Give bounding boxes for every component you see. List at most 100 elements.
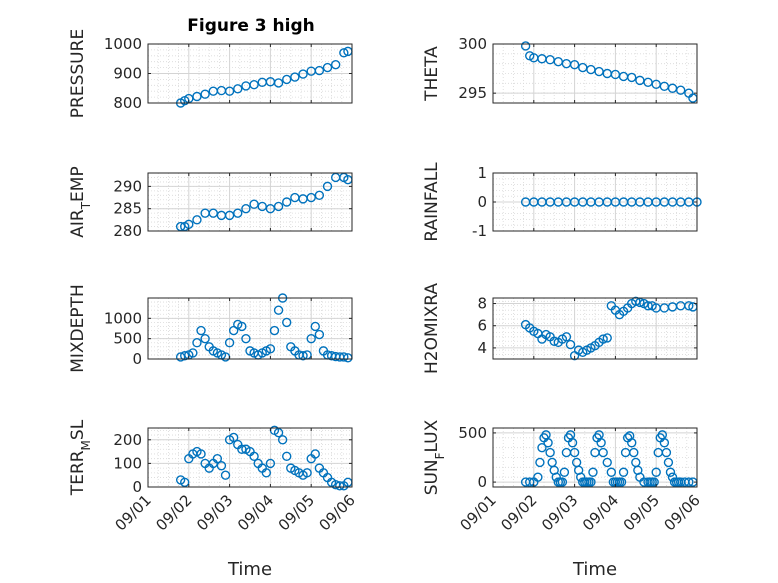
y-tick-label: 900	[113, 65, 142, 83]
data-point	[602, 457, 612, 468]
data-point	[282, 197, 292, 207]
data-point	[180, 477, 190, 487]
y-axis-label: AIRTEMP	[68, 166, 93, 237]
data-point	[565, 339, 576, 350]
data-point	[277, 435, 288, 445]
data-point	[310, 449, 320, 459]
axes-box	[147, 172, 353, 232]
x-axis-label: Time	[227, 559, 272, 580]
y-axis-label: H2OMIXRA	[422, 283, 442, 374]
data-point	[310, 321, 320, 332]
x-tick-label: 09/03	[193, 491, 236, 534]
data-point	[335, 481, 345, 491]
data-point	[684, 477, 694, 487]
y-axis-label: RAINFALL	[422, 162, 442, 242]
data-point	[265, 458, 276, 469]
data-point	[330, 59, 341, 70]
data-point	[237, 444, 247, 454]
x-tick-label: 09/01	[457, 491, 500, 534]
y-tick-label: 200	[113, 431, 142, 449]
data-point	[596, 438, 606, 448]
data-point	[228, 432, 239, 443]
data-point	[192, 338, 202, 348]
y-tick-label: 295	[458, 84, 487, 102]
data-point	[180, 351, 190, 361]
subplot-3: 280 285 290 AIRTEMP	[68, 166, 353, 240]
data-point	[561, 332, 572, 342]
y-tick-label: 280	[113, 222, 142, 240]
data-point	[282, 451, 292, 462]
y-axis-label: PRESSURE	[68, 29, 88, 118]
x-tick-label: 09/06	[316, 491, 359, 534]
data-point	[273, 305, 284, 315]
x-tick-label: 09/03	[538, 491, 581, 534]
data-point	[549, 336, 559, 346]
data-point	[233, 84, 243, 94]
y-tick-label: 1000	[104, 35, 142, 53]
y-tick-label: 0	[132, 478, 142, 496]
subplot-5: 0 500 1000 MIXDEPTH	[68, 284, 353, 373]
y-tick-label: 0	[477, 193, 487, 211]
axes-box	[492, 43, 698, 104]
y-tick-label: 1	[477, 164, 487, 182]
data-point	[188, 348, 198, 358]
data-point	[665, 467, 676, 477]
data-point	[629, 447, 639, 458]
x-tick-label: 09/02	[497, 491, 540, 534]
data-point	[265, 344, 276, 354]
data-point	[543, 438, 553, 448]
x-tick-label: 09/05	[620, 491, 663, 534]
data-point	[627, 72, 637, 83]
data-point	[525, 477, 535, 487]
y-tick-label: 0	[132, 350, 142, 368]
y-tick-label: 500	[113, 330, 142, 348]
y-tick-label: 6	[477, 317, 487, 335]
data-point	[290, 72, 300, 82]
data-point	[631, 296, 641, 307]
data-point	[273, 78, 284, 88]
y-tick-label: 285	[113, 200, 142, 218]
data-point	[598, 447, 608, 458]
data-point	[314, 190, 325, 201]
subplot-2: 295 300 THETA	[422, 35, 698, 104]
data-point	[269, 325, 280, 336]
data-point	[545, 447, 555, 458]
y-tick-label: 100	[113, 454, 142, 472]
data-point	[684, 301, 694, 311]
data-point	[339, 48, 349, 58]
data-point	[241, 203, 251, 214]
data-point	[273, 201, 284, 212]
data-point	[196, 449, 206, 459]
subplot-4: -1 0 1 RAINFALL	[422, 162, 702, 242]
data-point	[298, 351, 308, 361]
data-point	[643, 301, 653, 311]
x-tick-label: 09/01	[112, 491, 155, 534]
data-point	[273, 428, 284, 438]
data-point	[618, 467, 629, 477]
y-tick-label: 290	[113, 177, 142, 195]
x-axis-label: Time	[572, 559, 617, 580]
data-point	[602, 333, 612, 343]
data-point	[261, 468, 272, 478]
y-axis-label: MIXDEPTH	[68, 284, 88, 373]
data-point	[663, 457, 674, 468]
data-point	[249, 451, 259, 462]
subplot-6: 4 6 8 H2OMIXRA	[422, 283, 698, 374]
data-point	[200, 333, 210, 344]
y-tick-label: 8	[477, 295, 487, 313]
axes-box	[492, 297, 698, 360]
data-point	[322, 181, 333, 192]
data-point	[192, 215, 202, 225]
data-point	[302, 468, 312, 478]
data-point	[537, 442, 547, 453]
data-point	[265, 203, 276, 214]
data-point	[306, 333, 316, 344]
data-point	[559, 467, 570, 477]
x-tick-label: 09/06	[661, 491, 704, 534]
y-tick-label: 300	[458, 35, 487, 53]
data-point	[237, 321, 247, 332]
y-axis-label: TERRMSL	[68, 419, 93, 496]
data-point	[306, 192, 316, 203]
